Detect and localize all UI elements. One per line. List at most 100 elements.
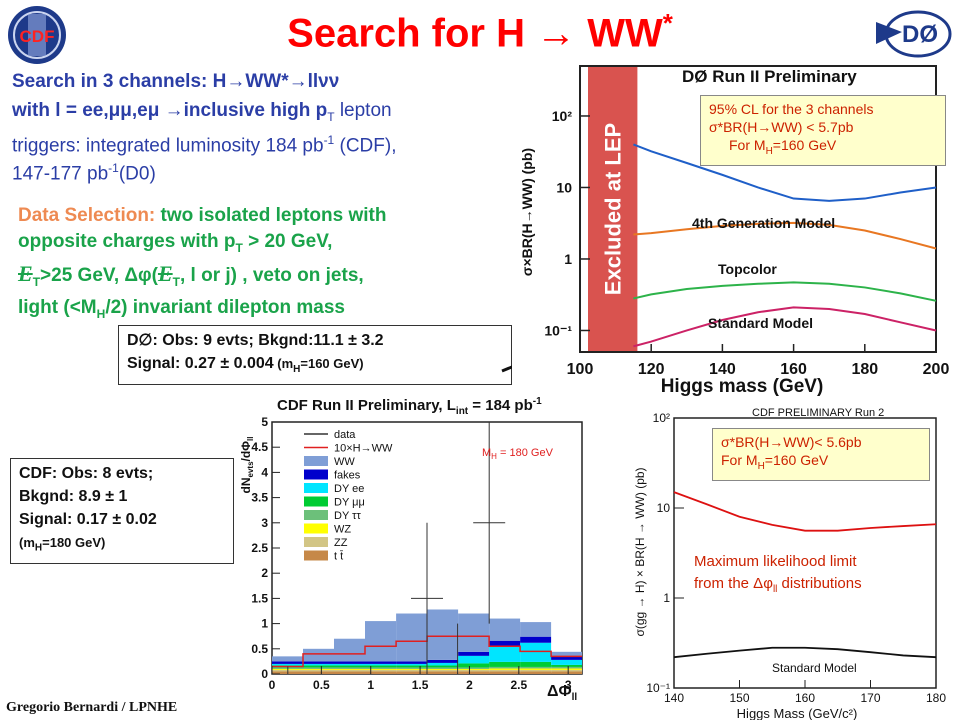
d0-chart-series-labels: 4th Generation Model Topcolor Standard Mod…: [692, 215, 835, 331]
cdf-annotation-line-1: σ*BR(H→WW)< 5.6pb: [721, 434, 862, 450]
hist-bar: [334, 667, 365, 669]
hist-bar: [334, 671, 365, 674]
hist-bar: [303, 661, 334, 664]
cdf-limit-xtick-label: 180: [926, 691, 946, 705]
cdf-limit-series-line: [673, 646, 937, 659]
hist-bar: [489, 661, 521, 667]
hist-ytick-label: 3.5: [251, 491, 268, 505]
hist-bar: [458, 669, 490, 672]
hist-bar: [427, 667, 459, 669]
hist-bar: [396, 667, 428, 669]
cdf-hist-data: [287, 422, 506, 674]
hist-bar: [365, 661, 397, 664]
d0-results-line-1: D∅: Obs: 9 evts; Bkgnd:11.1 ± 3.2: [127, 332, 384, 349]
cdf-logo: CDF: [8, 6, 66, 64]
d0-series-label: Topcolor: [718, 261, 777, 277]
hist-bar: [489, 671, 521, 674]
cdf-limit-annotation: σ*BR(H→WW)< 5.6pb For MH=160 GeV: [712, 428, 930, 481]
hist-bar: [396, 661, 428, 664]
hist-bar: [551, 671, 582, 674]
hist-bar: [551, 651, 582, 657]
cdf-limit-title: CDF PRELIMINARY Run 2: [752, 407, 884, 419]
hist-bar: [520, 622, 552, 637]
hist-xtick-label: 0.5: [313, 678, 330, 692]
selection-line-4: light (<MH/2) invariant dilepton mass: [18, 296, 345, 321]
footer-author: Gregorio Bernardi / LPNHE: [6, 700, 178, 715]
cdf-hist-ticks: 0 0.5 1 1.5 2 2.5 3 0 0.5 1 1.5 2 2.5 3 3.5 4 4.5 5: [251, 415, 572, 692]
lep-excluded-band: [588, 67, 638, 351]
hist-bar: [489, 640, 521, 647]
hist-bar: [427, 671, 459, 674]
hist-bar: [551, 666, 582, 669]
hist-bar: [334, 663, 365, 666]
hist-bar: [334, 661, 365, 664]
d0-annotation-line-2: σ*BR(H→WW) < 5.7pb: [709, 119, 854, 135]
hist-bar: [396, 668, 428, 670]
d0-xtick-label: 200: [923, 361, 950, 378]
intro-line-4: 147-177 pb-1(D0): [12, 161, 156, 185]
hist-ytick-label: 5: [261, 415, 268, 429]
hist-ytick-label: 4.5: [251, 440, 268, 454]
page-title-sup: *: [662, 8, 673, 38]
legend-label: t t̄: [334, 550, 344, 562]
d0-chart-title: DØ Run II Preliminary: [682, 67, 857, 86]
hist-bar: [551, 659, 582, 665]
cdf-hist-title: CDF Run II Preliminary, Lint = 184 pb-1: [277, 396, 542, 417]
hist-bar: [489, 666, 521, 669]
legend-swatch: [304, 483, 328, 493]
hist-bar: [489, 618, 521, 641]
d0-logo-text: DØ: [902, 21, 938, 48]
d0-xtick-label: 180: [851, 361, 878, 378]
cdf-results-line-2: Bkgnd: 8.9 ± 1: [19, 488, 128, 505]
hist-bar: [396, 669, 428, 672]
cdf-limit-xtick-label: 150: [729, 691, 749, 705]
legend-label: ZZ: [334, 537, 348, 549]
cdf-limit-ylabel: σ(gg → H) × BR(H → WW) (pb): [633, 467, 647, 636]
cdf-limit-xtick-label: 170: [860, 691, 880, 705]
hist-xtick-label: 0: [269, 678, 276, 692]
legend-label: DY ee: [334, 483, 364, 495]
hist-bar: [365, 667, 397, 669]
hist-bar: [396, 665, 428, 668]
legend-swatch: [304, 456, 328, 466]
hist-ytick-label: 1: [261, 617, 268, 631]
legend-swatch: [304, 469, 328, 480]
hist-bar: [365, 671, 397, 674]
hist-bar: [303, 648, 334, 662]
hist-bar: [458, 663, 490, 668]
hist-bar: [365, 668, 397, 670]
hist-bar: [365, 621, 397, 662]
hist-bar: [396, 663, 428, 666]
intro-line-3: triggers: integrated luminosity 184 pb-1…: [12, 132, 397, 157]
legend-label: data: [334, 429, 356, 441]
lep-band-label: Excluded at LEP: [601, 123, 626, 295]
legend-label: DY μμ: [334, 497, 365, 509]
hist-ytick-label: 1.5: [251, 591, 268, 605]
hist-bar: [303, 668, 334, 670]
cdf-limit-ytick-label: 10: [657, 501, 671, 515]
legend-swatch: [304, 496, 328, 507]
hist-bar: [520, 661, 552, 667]
hist-bar: [303, 663, 334, 666]
hist-bar: [334, 638, 365, 662]
d0-logo: DØ: [876, 10, 952, 58]
hist-bar: [396, 671, 428, 674]
cdf-results-box: CDF: Obs: 8 evts; Bkgnd: 8.9 ± 1 Signal:…: [10, 458, 234, 564]
hist-bar: [365, 669, 397, 672]
cdf-limit-ticks: 140 150 160 170 180 10² 10 1 10⁻¹: [646, 411, 946, 705]
hist-bar: [520, 668, 552, 670]
hist-ytick-label: 0.5: [251, 642, 268, 656]
hist-xtick-label: 3: [565, 678, 572, 692]
selection-line-3: ET>25 GeV, Δφ(ET, l or j) , veto on jets…: [18, 260, 364, 289]
cdf-hist-ylabel: dNevts/dΦll: [239, 437, 255, 494]
d0-series-label: Standard Model: [708, 315, 813, 331]
hist-bar: [272, 663, 303, 666]
cdf-hist-mass-label: MH = 180 GeV: [482, 447, 554, 461]
cdf-limit-series-line: [673, 491, 937, 532]
intro-line-1: Search in 3 channels: H→WW*→llνν: [12, 71, 340, 92]
hist-bar: [303, 667, 334, 669]
d0-series-line: [633, 281, 937, 302]
hist-bar: [427, 668, 459, 670]
d0-results-line-2: Signal: 0.27 ± 0.004 (mH=160 GeV): [127, 355, 364, 376]
